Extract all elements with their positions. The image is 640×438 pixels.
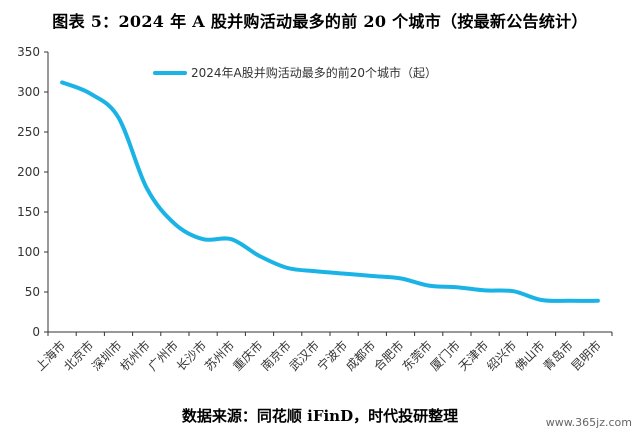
- y-axis: 0 50 100 150 200 250 300 350: [17, 45, 49, 339]
- x-tick-label: 厦门市: [427, 338, 463, 374]
- x-tick-label: 广州市: [145, 338, 181, 374]
- x-tick-label: 成都市: [342, 338, 378, 374]
- x-tick-label: 昆明市: [568, 338, 604, 374]
- x-tick-label: 绍兴市: [483, 338, 519, 374]
- series-group: [60, 80, 600, 303]
- legend-label: 2024年A股并购活动最多的前20个城市（起）: [191, 65, 437, 80]
- watermark: www.365jz.com: [545, 416, 632, 429]
- chart-title: 图表 5：2024 年 A 股并购活动最多的前 20 个城市（按最新公告统计）: [52, 12, 588, 31]
- series-line: [60, 80, 600, 303]
- x-tick-label: 青岛市: [540, 338, 576, 374]
- legend: 2024年A股并购活动最多的前20个城市（起）: [153, 65, 437, 80]
- y-tick-label: 0: [32, 325, 40, 339]
- x-tick-label: 上海市: [32, 338, 68, 374]
- y-tick-label: 200: [17, 165, 40, 179]
- x-tick-label: 苏州市: [201, 338, 237, 374]
- y-tick-label: 250: [17, 125, 40, 139]
- x-tick-label: 南京市: [258, 338, 294, 374]
- x-tick-label: 东莞市: [399, 338, 435, 374]
- y-tick-label: 50: [25, 285, 40, 299]
- y-tick-label: 300: [17, 85, 40, 99]
- x-tick-label: 杭州市: [117, 338, 153, 374]
- x-tick-label: 天津市: [455, 338, 491, 374]
- x-tick-label: 佛山市: [512, 338, 548, 374]
- y-tick-label: 100: [17, 245, 40, 259]
- source-note: 数据来源：同花顺 iFinD，时代投研整理: [181, 407, 459, 425]
- x-tick-label: 宁波市: [314, 338, 350, 374]
- x-tick-label: 重庆市: [230, 338, 266, 374]
- x-tick-label: 合肥市: [371, 338, 407, 374]
- x-tick-label: 深圳市: [89, 338, 125, 374]
- y-tick-label: 150: [17, 205, 40, 219]
- y-tick-label: 350: [17, 45, 40, 59]
- x-axis: 上海市北京市深圳市杭州市广州市长沙市苏州市重庆市南京市武汉市宁波市成都市合肥市东…: [32, 331, 613, 374]
- x-tick-label: 武汉市: [286, 338, 322, 374]
- x-tick-label: 北京市: [60, 338, 96, 374]
- x-tick-label: 长沙市: [173, 338, 209, 374]
